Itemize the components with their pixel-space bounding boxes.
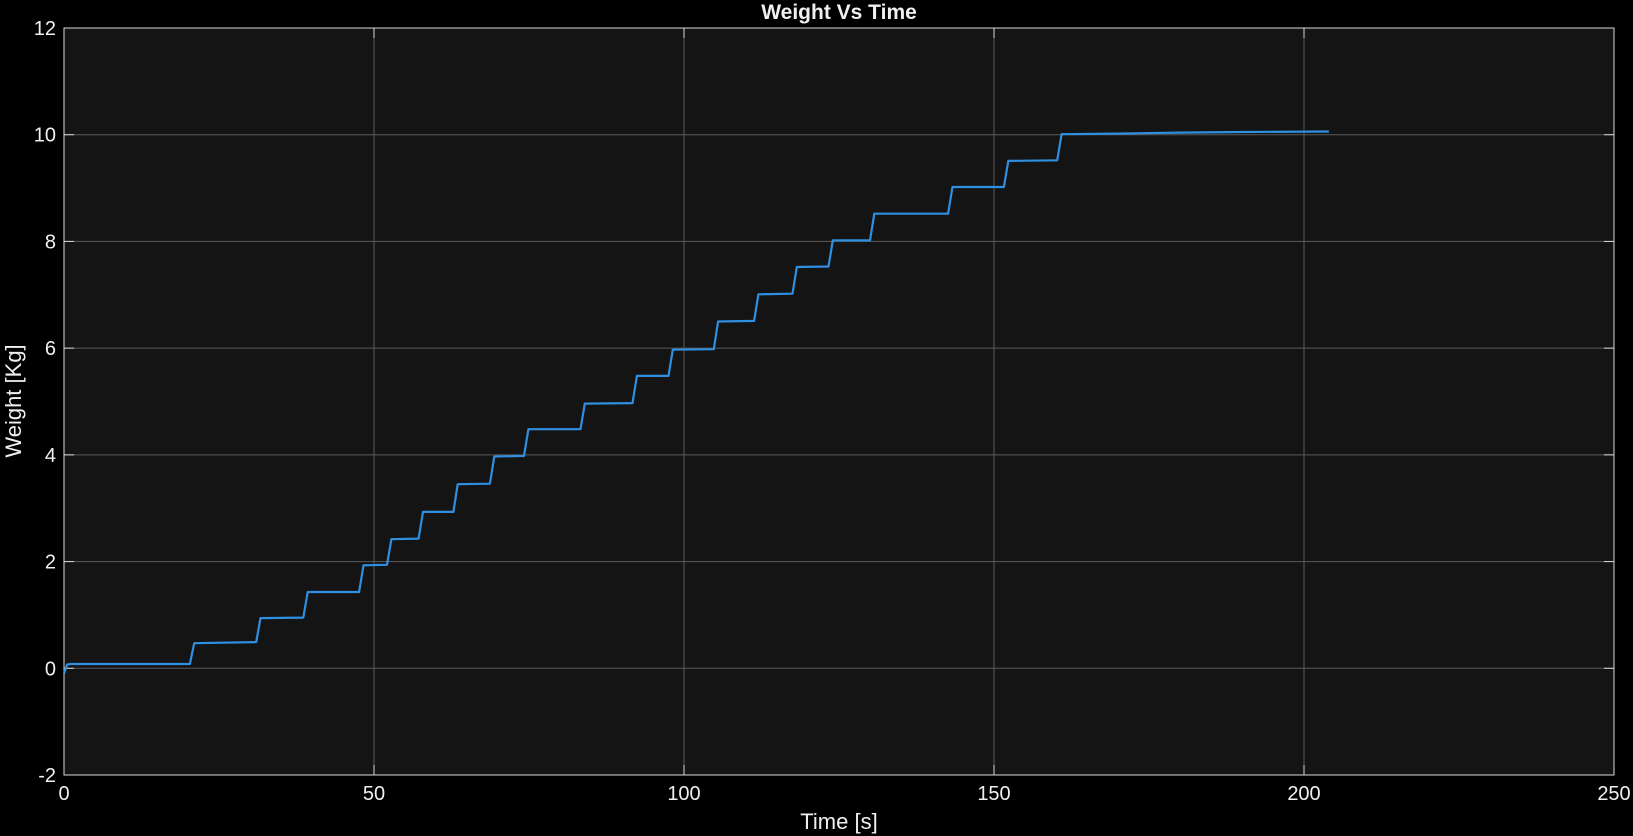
y-tick-label: -2 <box>38 765 56 787</box>
x-tick-label: 50 <box>363 783 385 805</box>
x-tick-label: 0 <box>58 783 69 805</box>
axis-ticks <box>63 27 1615 776</box>
x-tick-label: 100 <box>667 783 700 805</box>
plot-frame <box>63 27 1615 776</box>
x-tick-labels: 0 50 100 150 200 250 <box>58 783 1630 805</box>
x-tick-label: 150 <box>977 783 1010 805</box>
y-tick-label: 2 <box>45 552 56 574</box>
y-tick-label: 8 <box>45 231 56 253</box>
y-tick-label: 12 <box>34 18 56 40</box>
x-tick-label: 200 <box>1287 783 1320 805</box>
plot-area <box>64 28 1614 775</box>
x-axis-label: Time [s] <box>800 809 877 834</box>
chart-title: Weight Vs Time <box>761 1 917 24</box>
y-tick-label: 4 <box>45 445 56 467</box>
y-tick-label: 0 <box>45 658 56 680</box>
y-tick-label: 6 <box>45 338 56 360</box>
series-line-weight <box>62 130 1329 674</box>
y-axis-label: Weight [Kg] <box>1 344 26 457</box>
x-tick-label: 250 <box>1597 783 1630 805</box>
y-tick-labels: -2 0 2 4 6 8 10 12 <box>34 18 56 787</box>
y-tick-label: 10 <box>34 125 56 147</box>
